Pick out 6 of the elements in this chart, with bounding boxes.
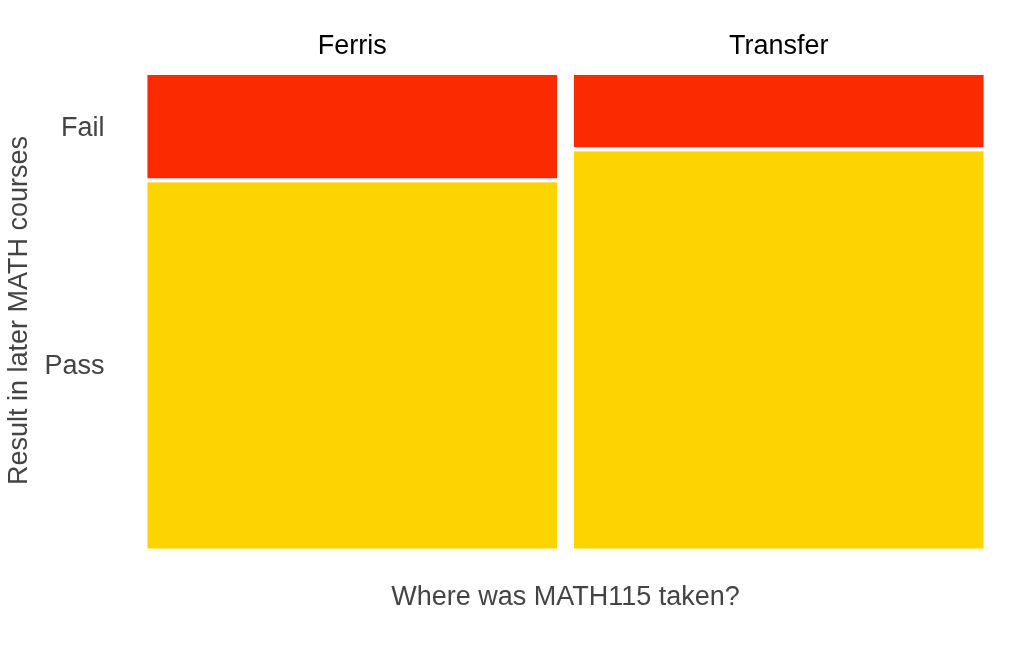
series-label: Pass (44, 350, 105, 381)
series-label: Fail (60, 111, 105, 142)
y-axis-title: Result in later MATH courses (3, 135, 34, 486)
x-tick-label: Ferris (317, 29, 387, 60)
x-axis-title: Where was MATH115 taken? (391, 580, 740, 611)
x-tick-label: Transfer (728, 29, 829, 60)
